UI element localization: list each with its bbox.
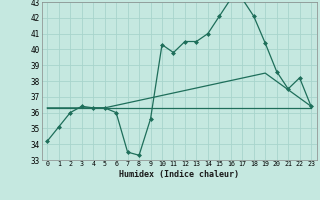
X-axis label: Humidex (Indice chaleur): Humidex (Indice chaleur)	[119, 170, 239, 179]
